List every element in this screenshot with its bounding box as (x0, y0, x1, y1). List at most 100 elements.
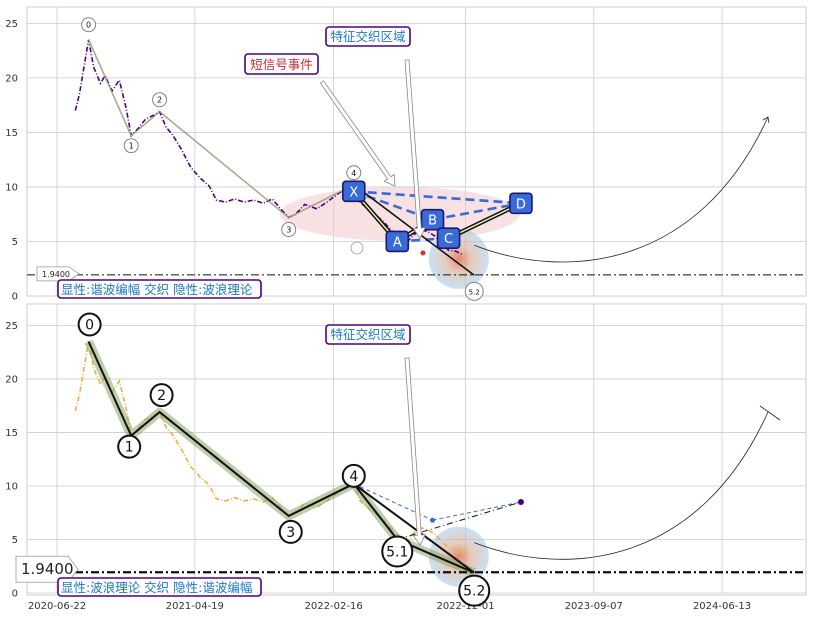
short-signal-arrow (319, 80, 396, 187)
projection-arc (474, 411, 769, 560)
harmonic-point-label: X (349, 185, 358, 200)
x-tick-label: 2022-02-16 (305, 601, 363, 612)
x-tick-label: 2022-12-01 (436, 601, 494, 612)
top-reference-line: 1.9400 (27, 266, 806, 282)
wave-point-marker (281, 222, 297, 237)
wave-point-marker (152, 92, 168, 108)
bottom-harmonic-pattern (353, 483, 524, 540)
harmonic-point-box (385, 230, 410, 253)
wave-point-label: 0 (85, 317, 94, 333)
wave-point-marker (81, 17, 97, 33)
harmonic-point-label: B (428, 214, 437, 229)
wave-point-label: 5.2 (469, 288, 480, 296)
harmonic-leg-inner (448, 202, 522, 239)
harmonic-point (430, 517, 436, 523)
bottom-callout-arrows (404, 357, 426, 546)
harmonic-point-box (420, 208, 445, 231)
wave-point-marker (464, 281, 484, 301)
harmonic-ellipse (280, 187, 520, 241)
wave-line (353, 483, 475, 574)
wave-point-label: 2 (157, 96, 162, 105)
footer-label-box (57, 279, 262, 299)
wave-point-label: 5.2 (463, 584, 485, 600)
harmonic-point-label: C (444, 232, 453, 247)
top-callout-arrows (319, 59, 426, 239)
y-tick-label: 25 (5, 321, 18, 332)
wave-point-label: 3 (286, 225, 291, 234)
wave-point-label: 4 (351, 169, 356, 178)
footer-label: 显性:波浪理论 交织 隐性:谐波编幅 (61, 580, 252, 595)
top-grid (27, 7, 806, 297)
bottom-y-axis: 0 5 10 15 20 25 (5, 321, 18, 600)
ghost-point-marker (350, 241, 364, 255)
short-signal-callout: 短信号事件 (250, 57, 313, 72)
harmonic-point (517, 499, 524, 506)
wave-point-marker (278, 519, 303, 544)
wave-point-marker (77, 312, 102, 337)
reference-flag (36, 266, 80, 282)
bottom-point-labels: 0 1 2 3 4 5.1 5.2 (77, 312, 491, 607)
wave-point-marker (341, 463, 366, 488)
top-y-axis: 0 5 10 15 20 25 (5, 19, 18, 303)
reference-value-label: 1.9400 (42, 270, 70, 279)
top-plot-area (26, 6, 807, 297)
footer-label-box (57, 577, 262, 597)
feature-zone-callout-box (325, 26, 411, 47)
wave-point-marker (458, 574, 491, 607)
reference-value-label: 1.9400 (21, 560, 74, 578)
harmonic-ellipse-shape (280, 187, 520, 241)
y-tick-label: 10 (5, 481, 18, 492)
wave-point-label: 3 (286, 525, 295, 541)
harmonic-leg (397, 501, 522, 540)
top-harmonic-pattern: X A BC D (341, 180, 533, 276)
harmonic-point-box (436, 227, 461, 249)
signal-marker (420, 250, 426, 256)
feature-zone-arrow (404, 357, 426, 546)
wave-point-label: 1 (129, 142, 134, 151)
top-panel: 0 5 10 15 20 25 X A BC D 1.9400 0 1 2 3 4 5.2 显性:谐波编幅… (5, 6, 807, 303)
harmonic-leg (353, 483, 398, 540)
top-point-labels: 0 1 2 3 4 5.2 (81, 17, 484, 301)
y-tick-label: 25 (5, 19, 18, 30)
bottom-x-axis: 2020-06-22 2021-04-19 2022-02-16 2022-12-01… (28, 601, 751, 612)
footer-label: 显性:谐波编幅 交织 隐性:波浪理论 (61, 282, 253, 297)
wave-point-label: 5.1 (386, 544, 408, 560)
bottom-projection-arc (474, 405, 781, 560)
wave-point-marker (117, 434, 142, 459)
y-tick-label: 20 (5, 374, 18, 385)
y-tick-label: 0 (12, 292, 18, 303)
wave-point-marker (346, 165, 362, 181)
x-tick-label: 2024-06-13 (693, 601, 751, 612)
y-tick-label: 5 (12, 237, 18, 248)
harmonic-point-box (509, 192, 533, 215)
y-tick-label: 5 (12, 535, 18, 546)
y-tick-label: 0 (12, 589, 18, 600)
harmonic-ratio-line (432, 202, 522, 221)
x-tick-label: 2020-06-22 (28, 601, 86, 612)
harmonic-ratio-line (432, 501, 522, 521)
reference-flag (15, 555, 79, 583)
top-projection-arc (474, 116, 770, 263)
x-tick-label: 2023-09-07 (565, 601, 623, 612)
feature-zone-callout-box (325, 324, 411, 345)
wave-point-label: 1 (125, 440, 134, 456)
harmonic-point-label: D (516, 197, 526, 212)
feature-zone-arrow (404, 59, 426, 239)
projection-arrowhead (762, 116, 770, 124)
bottom-reference-line: 1.9400 (15, 555, 806, 583)
wave-point-marker (123, 138, 139, 154)
feature-zone-callout: 特征交织区域 (330, 327, 405, 342)
y-tick-label: 10 (5, 182, 18, 193)
y-tick-label: 15 (5, 428, 18, 439)
wave-point-marker (381, 535, 414, 568)
feature-zone-callout: 特征交织区域 (330, 29, 405, 44)
wave-point-label: 4 (349, 469, 358, 485)
wave-point-label: 2 (157, 388, 166, 404)
x-tick-label: 2021-04-19 (166, 601, 224, 612)
wave-point-marker (149, 383, 174, 408)
harmonic-point-label: A (393, 235, 402, 250)
bottom-callouts: 显性:波浪理论 交织 隐性:谐波编幅 特征交织区域 (57, 324, 411, 597)
projection-arrowhead (759, 405, 781, 421)
